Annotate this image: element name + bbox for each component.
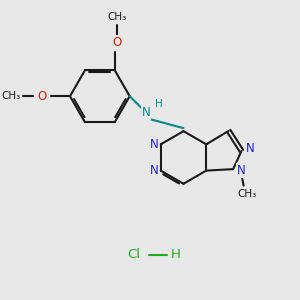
Text: H: H [171,248,181,261]
Text: CH₃: CH₃ [107,13,127,22]
Text: N: N [150,164,158,177]
Text: N: N [245,142,254,155]
Text: O: O [38,90,47,103]
Text: N: N [142,106,151,119]
Text: N: N [237,164,246,177]
Text: Cl: Cl [128,248,141,261]
Text: CH₃: CH₃ [238,189,257,199]
Text: CH₃: CH₃ [2,91,21,101]
Text: O: O [112,36,122,49]
Text: N: N [150,138,158,151]
Text: H: H [155,99,163,109]
